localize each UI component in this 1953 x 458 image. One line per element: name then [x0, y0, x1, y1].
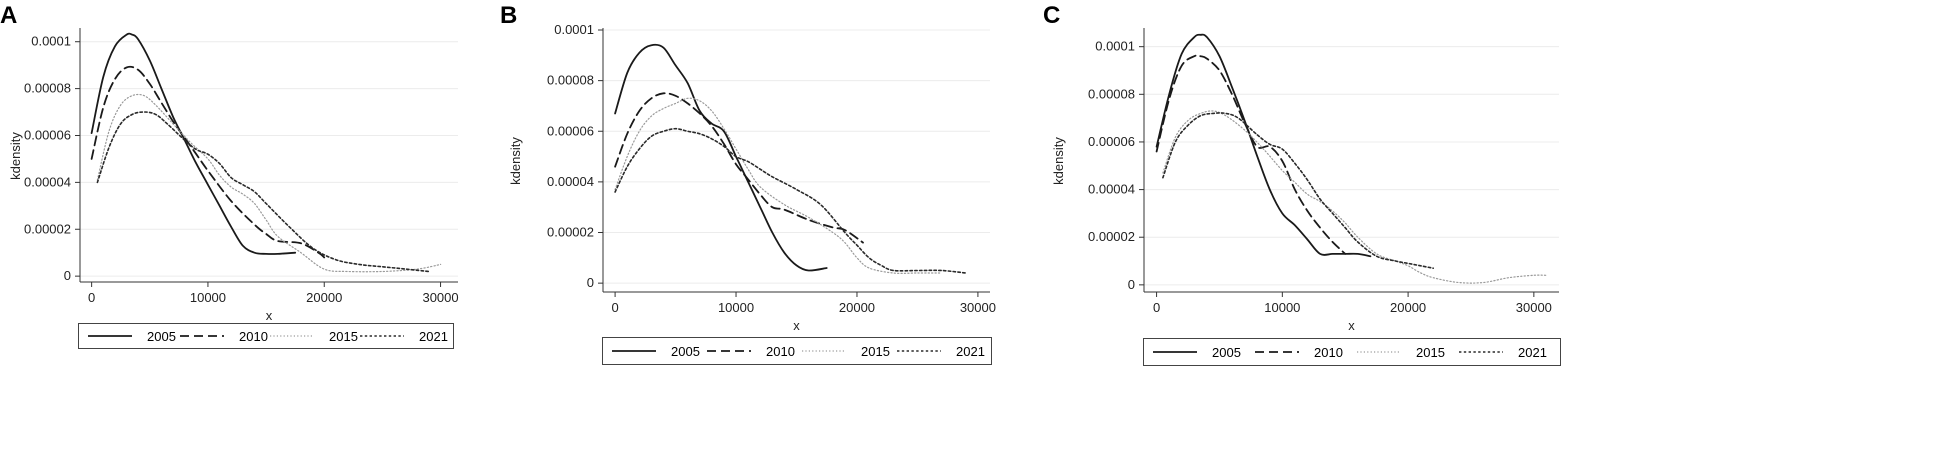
legend-item-2010: 2010 [179, 324, 268, 348]
series-line-2005 [614, 43, 828, 272]
y-tick-label: 0.0001 [1095, 39, 1135, 54]
legend-label: 2010 [766, 343, 795, 359]
y-tick-label: 0.0001 [31, 34, 71, 49]
legend-item-2015: 2015 [801, 338, 890, 364]
panel-b: B 0 0.00002 0.00004 0.00006 0.00008 0.0001 0 10… [500, 0, 1120, 458]
y-tick-label: 0.00008 [1088, 86, 1135, 101]
x-tick-label: 0 [611, 300, 618, 315]
legend-item-2010: 2010 [1254, 339, 1343, 365]
legend-item-2005: 2005 [611, 338, 700, 364]
y-tick-label: 0.00006 [1088, 134, 1135, 149]
series-line-2015 [614, 97, 943, 274]
x-tick-label: 20000 [306, 290, 342, 305]
legend-swatch [88, 335, 132, 337]
y-tick-label: 0.00002 [1088, 229, 1135, 244]
legend-swatch [1357, 351, 1401, 353]
legend-swatch [270, 335, 314, 337]
series-line-2021 [614, 127, 967, 274]
legend-item-2021: 2021 [1458, 339, 1547, 365]
legend-label: 2005 [147, 328, 176, 344]
x-tick-label: 30000 [960, 300, 996, 315]
series-line-2005 [1155, 33, 1372, 258]
series-line-2005 [90, 32, 297, 255]
legend-swatch [802, 350, 846, 352]
legend-swatch [1153, 351, 1197, 353]
legend-item-2005: 2005 [87, 324, 176, 348]
y-tick-label: 0.00006 [547, 123, 594, 138]
legend-label: 2010 [1314, 344, 1343, 360]
y-tick-label: 0 [1128, 277, 1135, 292]
legend-label: 2015 [1416, 344, 1445, 360]
y-tick-label: 0.00006 [24, 127, 71, 142]
legend-label: 2021 [956, 343, 985, 359]
legend-swatch [707, 350, 751, 352]
legend-swatch [897, 350, 941, 352]
legend-item-2021: 2021 [896, 338, 985, 364]
y-axis-title: kdensity [1051, 137, 1066, 185]
y-tick-label: 0.0001 [554, 22, 594, 37]
x-tick-label: 10000 [718, 300, 754, 315]
y-tick-label: 0.00004 [547, 174, 594, 189]
legend-label: 2005 [1212, 344, 1241, 360]
x-tick-label: 0 [1153, 300, 1160, 315]
legend-label: 2021 [1518, 344, 1547, 360]
legend-item-2015: 2015 [269, 324, 358, 348]
x-tick-label: 10000 [1264, 300, 1300, 315]
series-line-2010 [614, 92, 864, 244]
x-tick-label: 0 [88, 290, 95, 305]
y-tick-label: 0.00002 [547, 225, 594, 240]
x-tick-label: 10000 [190, 290, 226, 305]
panel-letter: B [500, 2, 518, 29]
legend-swatch [612, 350, 656, 352]
y-axis-title: kdensity [8, 132, 23, 180]
series-line-2010 [1155, 54, 1347, 255]
legend-label: 2015 [329, 328, 358, 344]
panel-letter: A [0, 2, 18, 29]
x-tick-label: 20000 [839, 300, 875, 315]
kdensity-chart-a: 0 0.00002 0.00004 0.00006 0.00008 0.0001 0 1000… [8, 28, 459, 323]
legend: 2005 2010 2015 2021 [602, 337, 992, 365]
panel-c: C 0 0.00002 0.00004 0.00006 0.00008 0.0001 0 10… [1043, 0, 1663, 458]
x-tick-label: 20000 [1390, 300, 1426, 315]
series-line-2015 [96, 93, 442, 273]
x-axis-title: x [266, 308, 273, 323]
x-tick-label: 30000 [1516, 300, 1552, 315]
legend-label: 2015 [861, 343, 890, 359]
series-line-2021 [96, 111, 430, 273]
legend-item-2005: 2005 [1152, 339, 1241, 365]
legend: 2005 2010 2015 2021 [1143, 338, 1561, 366]
y-tick-label: 0.00008 [547, 73, 594, 88]
legend-swatch [1459, 351, 1503, 353]
legend-label: 2021 [419, 328, 448, 344]
y-tick-label: 0.00002 [24, 221, 71, 236]
y-tick-label: 0 [64, 268, 71, 283]
series-line-2021 [1162, 112, 1434, 269]
legend-label: 2005 [671, 343, 700, 359]
y-tick-label: 0.00004 [24, 174, 71, 189]
legend-item-2010: 2010 [706, 338, 795, 364]
legend-swatch [1255, 351, 1299, 353]
kdensity-chart-b: 0 0.00002 0.00004 0.00006 0.00008 0.0001 0 1000… [508, 22, 996, 333]
series-line-2015 [1162, 110, 1547, 284]
y-tick-label: 0 [587, 275, 594, 290]
legend-item-2015: 2015 [1356, 339, 1445, 365]
x-axis-title: x [793, 318, 800, 333]
legend-item-2021: 2021 [359, 324, 448, 348]
legend: 2005 2010 2015 2021 [78, 323, 454, 349]
legend-label: 2010 [239, 328, 268, 344]
y-tick-label: 0.00008 [24, 81, 71, 96]
x-tick-label: 30000 [422, 290, 458, 305]
legend-swatch [360, 335, 404, 337]
y-axis-title: kdensity [508, 137, 523, 185]
panel-letter: C [1043, 2, 1061, 29]
legend-swatch [180, 335, 224, 337]
kdensity-chart-c: 0 0.00002 0.00004 0.00006 0.00008 0.0001 0 1000… [1051, 28, 1559, 333]
panel-a: A 0 0.00002 0.00004 0.00006 0.00008 0.0001 0 10… [0, 0, 620, 458]
y-tick-label: 0.00004 [1088, 182, 1135, 197]
x-axis-title: x [1348, 318, 1355, 333]
